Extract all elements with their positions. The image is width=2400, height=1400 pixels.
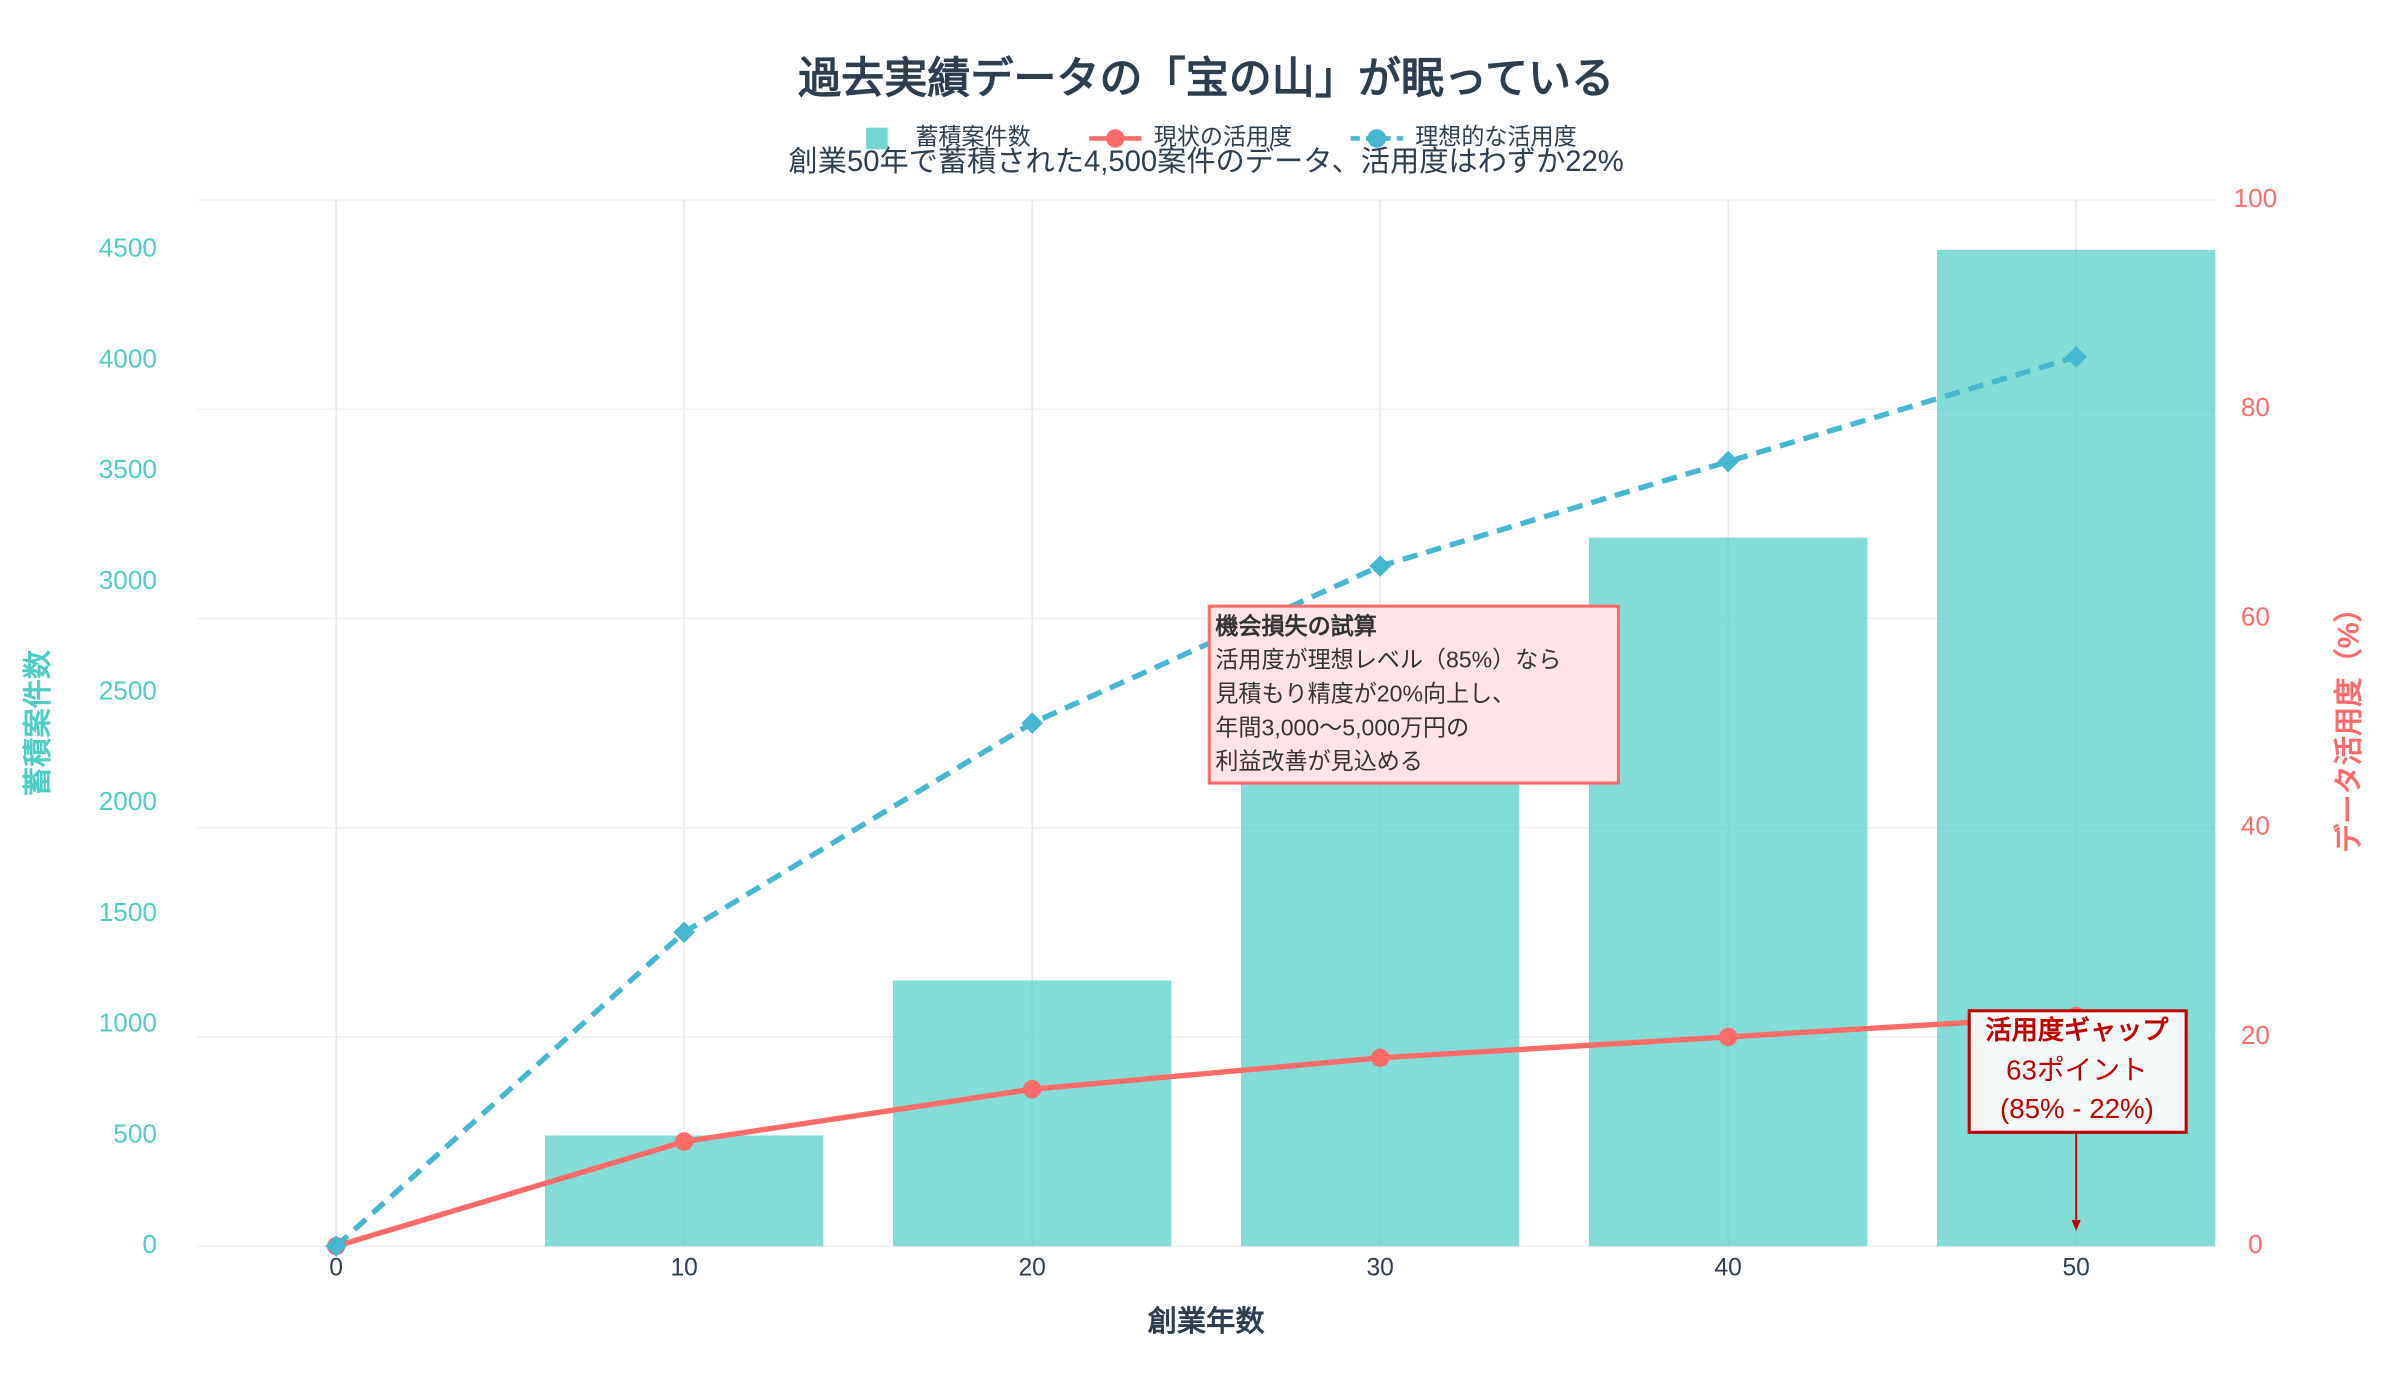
legend-label: 理想的な活用度 [1415,124,1576,150]
y-tick-label: 1500 [99,897,157,927]
y2-tick-label: 100 [2234,183,2278,213]
annotation-box [1967,1009,2188,1134]
annotation-text: 活用度が理想レベル（85%）なら [1215,647,1561,673]
annotation: 活用度ギャップ 63ポイント (85% - 22%) [1967,1009,2188,1231]
y-tick-label: 1000 [99,1008,157,1038]
chart-title: 過去実績データの「宝の山」が眠っている [798,54,1614,103]
x-tick-label: 20 [1018,1255,1045,1282]
marker [1369,555,1391,577]
annotation-arrowhead [2071,1220,2081,1231]
legend-swatch [866,127,888,150]
y-tick-label: 500 [113,1118,157,1148]
x-tick-label: 10 [670,1255,697,1282]
annotation-text: 利益改善が見込める [1215,748,1423,774]
annotation-text: 年間3,000〜5,000万円の [1215,714,1469,740]
marker [1718,1027,1738,1047]
annotation-text: 63ポイント [2006,1055,2148,1086]
line [334,354,2077,1249]
legend-label: 蓄積案件数 [915,124,1030,150]
y-tick-label: 3500 [99,454,157,484]
marker [674,1132,694,1151]
grid [196,199,2216,1247]
annotation-title: 活用度ギャップ [1985,1015,2169,1045]
x-tick-label: 0 [329,1255,343,1282]
y-tick-label: 0 [142,1229,157,1259]
marker [1370,1048,1390,1068]
y-tick-label: 4500 [99,233,157,263]
marker [325,1235,347,1257]
x-axis-title: 創業年数 [1148,1305,1266,1338]
legend-marker [1106,129,1125,148]
y2-axis-title: データ活用度（%） [2331,593,2365,853]
y-tick-label: 2000 [99,786,157,816]
bar [892,980,1172,1247]
y2-tick-label: 80 [2241,392,2270,422]
marker [1022,1080,1042,1099]
y2-tick-label: 20 [2241,1020,2270,1050]
y2-tick-label: 60 [2241,601,2270,631]
annotation-box [1207,604,1620,785]
chart-subtitle: 創業50年で蓄積された4,500案件のデータ、活用度はわずか22% [789,145,1624,178]
annotation-text: (85% - 22%) [2000,1093,2154,1124]
legend-label: 現状の活用度 [1154,124,1292,150]
marker [1717,450,1739,473]
y2-tick-label: 0 [2248,1229,2263,1259]
x-tick-label: 40 [1714,1255,1741,1282]
bar [1240,759,1520,1247]
y2-tick-label: 40 [2241,811,2270,841]
annotation: 機会損失の試算活用度が理想レベル（85%）なら見積もり精度が20%向上し、年間3… [1207,604,1620,785]
x-tick-label: 30 [1366,1255,1393,1282]
x-tick-label: 50 [2062,1255,2089,1282]
y-tick-label: 2500 [99,676,157,706]
legend-marker [1367,129,1386,148]
line [335,1013,2077,1249]
y-tick-label: 3000 [99,565,157,595]
bar [1588,537,1868,1247]
annotation-text: 見積もり精度が20%向上し、 [1215,680,1515,706]
annotation-title: 機会損失の試算 [1215,613,1376,639]
y-tick-label: 4000 [99,343,157,373]
bar [544,1135,824,1247]
y-axis-title: 蓄積案件数 [21,649,55,796]
